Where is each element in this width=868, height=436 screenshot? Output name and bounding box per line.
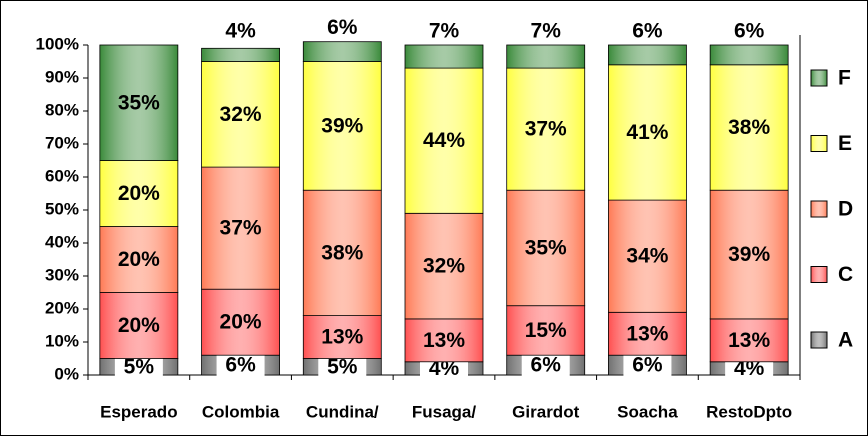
data-label: 20% [118, 248, 160, 271]
x-tick-label: Soacha [617, 402, 678, 421]
label-bg [725, 358, 774, 381]
bar-segment [608, 64, 687, 201]
label-bg [420, 358, 468, 381]
bar-segment [302, 41, 382, 62]
label-bg [216, 355, 265, 378]
y-tick-label: 0% [54, 364, 79, 383]
data-label: 39% [321, 114, 363, 137]
bar-segment [506, 44, 586, 69]
bar-segment [506, 189, 586, 307]
data-label: 38% [728, 116, 770, 139]
data-label: 37% [220, 217, 262, 240]
label-bg [318, 356, 367, 379]
bar-segment [201, 166, 280, 290]
bar-segment [608, 311, 687, 356]
data-label: 20% [118, 314, 160, 337]
bar-segment [99, 160, 179, 227]
x-tick-label: Cundina/ [306, 402, 379, 421]
bar-segment [608, 44, 687, 66]
bar-segment [302, 189, 382, 316]
bar-segment [404, 318, 484, 363]
data-label: 32% [423, 255, 465, 278]
label-bg [521, 355, 570, 378]
legend-swatch [810, 331, 828, 349]
bar-segment [201, 47, 280, 62]
data-label: 6% [225, 354, 256, 377]
data-label: 20% [220, 311, 262, 334]
data-label: 35% [525, 236, 567, 259]
data-label: 6% [327, 16, 358, 39]
bar-segment [608, 199, 687, 313]
legend-label: C [838, 263, 853, 286]
data-label: 44% [423, 129, 465, 152]
legend-label: A [838, 329, 853, 352]
data-label: 39% [728, 243, 770, 266]
legend-swatch [810, 200, 828, 218]
y-tick-label: 50% [45, 199, 79, 218]
x-tick-label: RestoDpto [706, 402, 792, 421]
bar-segment [709, 64, 789, 191]
y-tick-label: 30% [45, 265, 79, 284]
data-label: 6% [632, 20, 663, 43]
y-tick-label: 60% [45, 166, 79, 185]
data-label: 13% [728, 329, 770, 352]
data-label: 4% [734, 357, 765, 380]
data-label: 15% [525, 319, 567, 342]
legend-swatch [810, 135, 828, 152]
data-label: 6% [734, 20, 765, 43]
data-label: 7% [531, 20, 562, 43]
bar-segment [404, 212, 484, 320]
y-tick-label: 10% [45, 331, 79, 350]
bar-segment [709, 189, 789, 320]
bar-segment [99, 44, 179, 161]
bar-segment [709, 44, 789, 66]
bar-segment [506, 67, 586, 191]
data-label: 6% [632, 354, 663, 377]
data-label: 37% [525, 118, 567, 141]
data-label: 41% [626, 121, 668, 144]
bar-segment [302, 315, 382, 359]
label-bg [114, 356, 163, 379]
bar-segment [404, 44, 484, 69]
label-bg [623, 355, 672, 378]
data-label: 4% [429, 357, 460, 380]
legend-label: F [838, 67, 851, 90]
y-tick-label: 70% [45, 133, 79, 152]
data-label: 13% [321, 326, 363, 349]
legend-label: E [838, 132, 852, 155]
y-tick-label: 90% [45, 67, 79, 86]
data-label: 13% [626, 322, 668, 345]
bar-segment [302, 61, 382, 191]
data-label: 6% [531, 354, 562, 377]
bar-segment [201, 288, 280, 356]
bar-segment [99, 226, 179, 293]
data-label: 7% [429, 20, 460, 43]
data-label: 35% [118, 91, 160, 114]
x-tick-label: Fusaga/ [412, 402, 477, 421]
y-tick-label: 80% [45, 100, 79, 119]
x-tick-label: Colombia [202, 402, 280, 421]
bar-segment [201, 61, 280, 168]
y-tick-label: 100% [36, 34, 79, 53]
bar-segment [404, 67, 484, 214]
y-tick-label: 40% [45, 232, 79, 251]
y-tick-label: 20% [45, 298, 79, 317]
x-tick-label: Girardot [512, 402, 579, 421]
data-label: 38% [321, 241, 363, 264]
bar-segment [99, 292, 179, 359]
legend-swatch [810, 69, 828, 87]
data-label: 34% [626, 245, 668, 268]
data-label: 32% [220, 103, 262, 126]
data-label: 20% [118, 182, 160, 205]
data-label: 5% [327, 355, 358, 378]
bar-segment [709, 318, 789, 363]
x-tick-label: Esperado [100, 402, 177, 421]
legend-swatch [810, 266, 828, 283]
data-label: 4% [225, 20, 256, 43]
legend-label: D [838, 198, 853, 221]
data-label: 13% [423, 329, 465, 352]
data-label: 5% [124, 355, 155, 378]
